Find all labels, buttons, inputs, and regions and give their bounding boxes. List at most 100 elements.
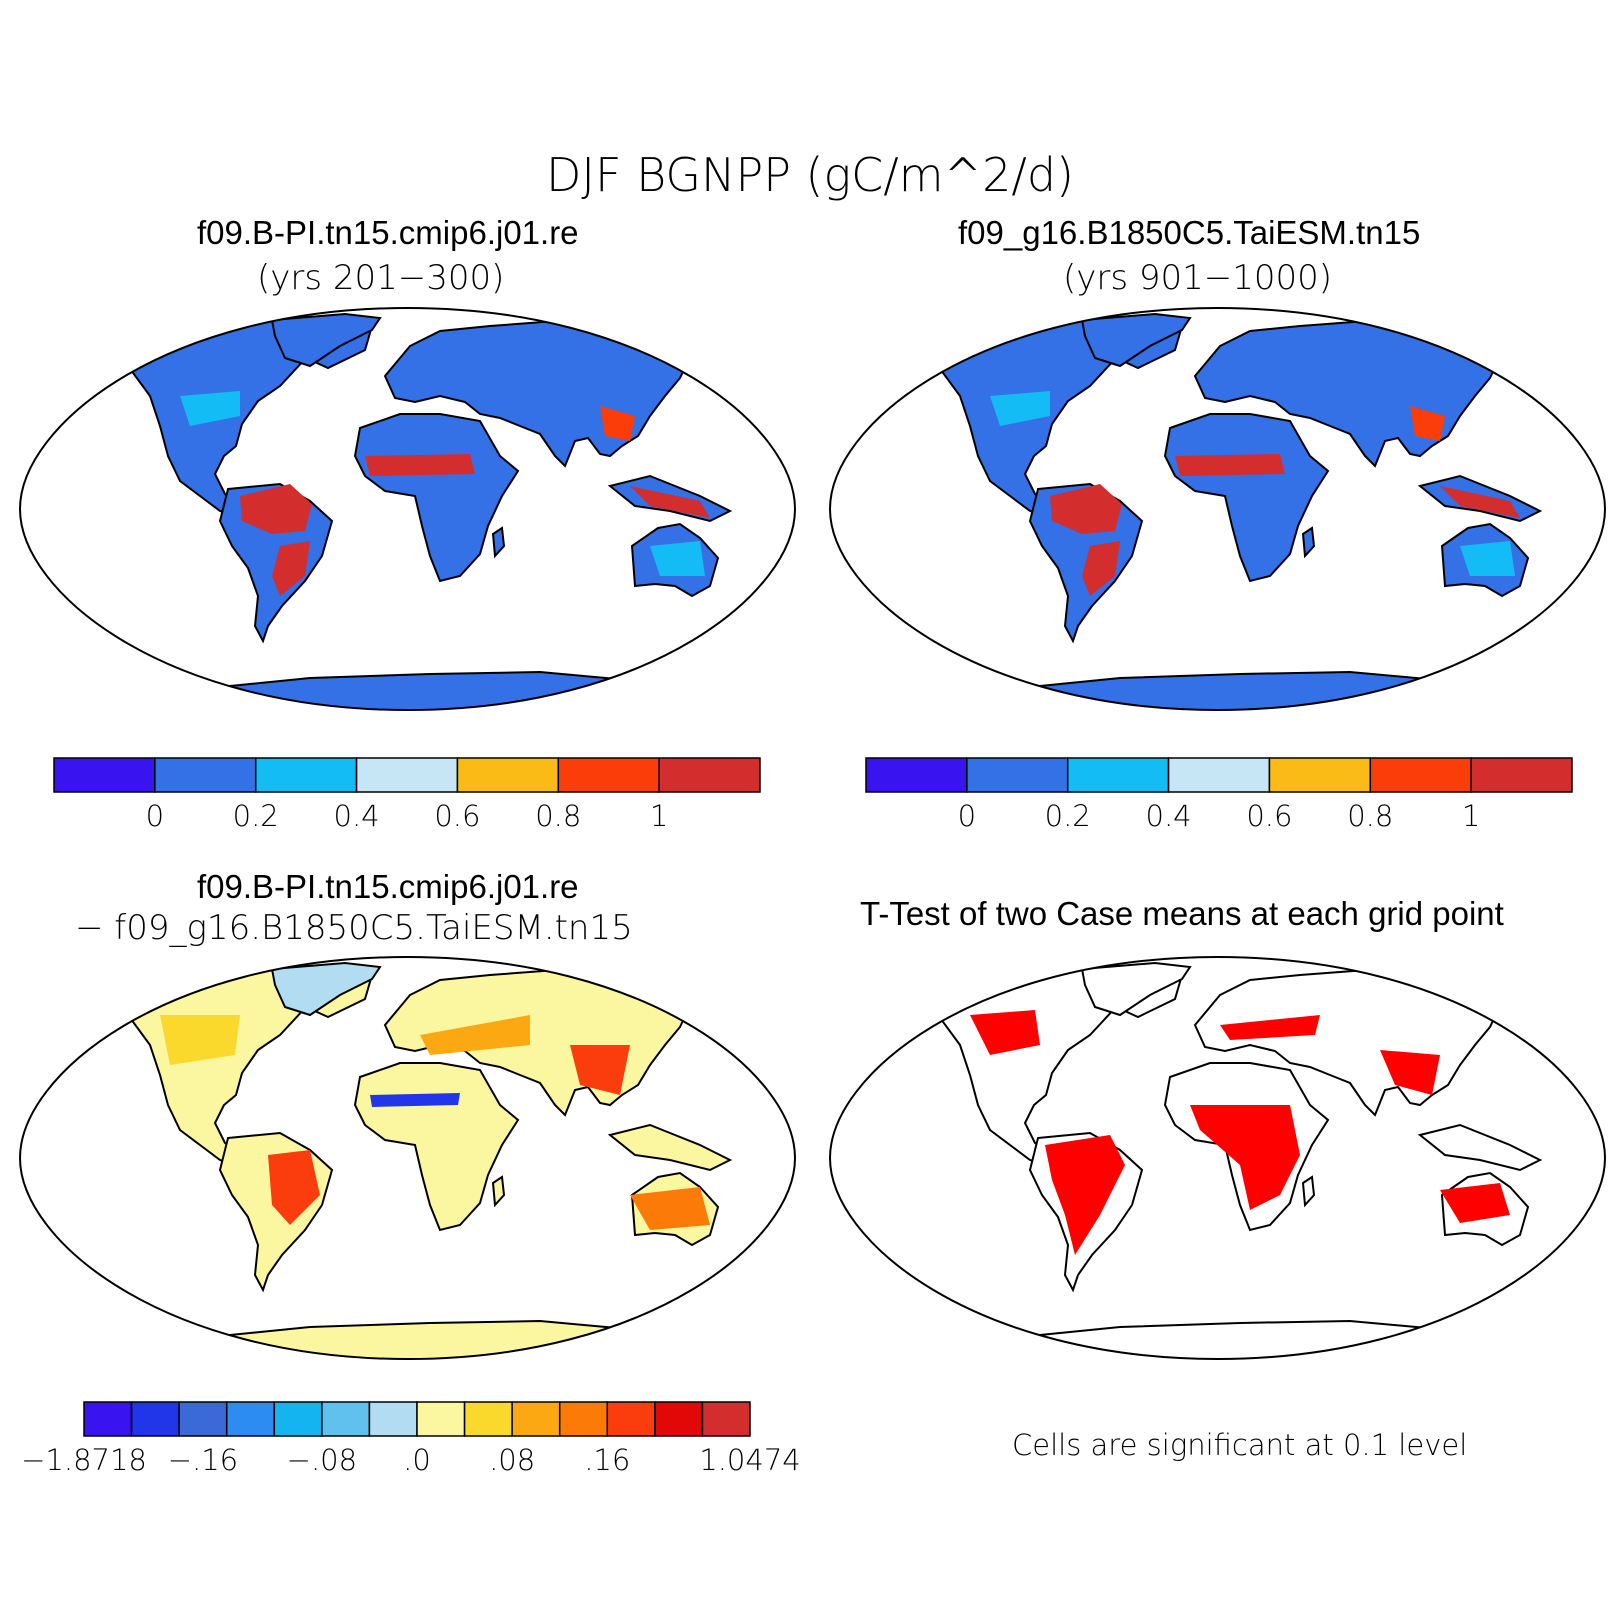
colorbar-box xyxy=(511,1401,561,1437)
colorbar-box xyxy=(355,757,459,793)
map-border xyxy=(828,955,1607,1361)
region-shade xyxy=(600,406,635,441)
colorbar-box xyxy=(1167,757,1271,793)
colorbar-panel-2: 0 0.2 0.4 0.6 0.8 1 xyxy=(865,757,1573,833)
colorbar-box xyxy=(1268,757,1372,793)
region-shade xyxy=(268,1150,320,1225)
region-shade xyxy=(570,1045,630,1095)
region-shade xyxy=(180,391,240,426)
colorbar-label: .16 xyxy=(584,1443,630,1477)
colorbar-label: 1 xyxy=(650,799,668,833)
panel-1-subtitle: (yrs 201−300) xyxy=(257,258,505,298)
colorbar-box xyxy=(225,1401,276,1437)
region-shade xyxy=(272,541,310,596)
map-border xyxy=(18,306,797,712)
region-shade xyxy=(1440,1183,1510,1223)
land-seasia xyxy=(1417,1123,1543,1172)
region-shade xyxy=(1175,454,1285,476)
significance-note: Cells are significant at 0.1 level xyxy=(1012,1428,1468,1462)
colorbar-box xyxy=(456,757,560,793)
colorbar-label: −1.8718 xyxy=(21,1443,147,1477)
region-shade xyxy=(990,391,1050,426)
figure-title: DJF BGNPP (gC/m^2/d) xyxy=(546,148,1074,202)
region-shade xyxy=(365,454,475,476)
colorbar-box xyxy=(273,1401,323,1437)
colorbar-box xyxy=(130,1401,180,1437)
colorbar-box xyxy=(463,1401,513,1437)
colorbar-label: −.08 xyxy=(287,1443,357,1477)
colorbar-box xyxy=(321,1401,371,1437)
colorbar-box xyxy=(1369,757,1472,793)
colorbar-box xyxy=(1066,757,1170,793)
colorbar-label: 0.8 xyxy=(1347,799,1393,833)
region-shade xyxy=(1045,1135,1125,1255)
region-shade xyxy=(1050,484,1122,534)
colorbar-label: 0.2 xyxy=(233,799,279,833)
map-border xyxy=(18,955,797,1361)
colorbar-box xyxy=(53,757,156,793)
colorbar-box xyxy=(1470,757,1573,793)
colorbar-label: 0.6 xyxy=(1246,799,1292,833)
panel-1-title: f09.B-PI.tn15.cmip6.j01.re xyxy=(197,214,579,251)
colorbar-box xyxy=(658,757,761,793)
land-greenland xyxy=(270,961,382,1017)
panel-3-title: f09.B-PI.tn15.cmip6.j01.re xyxy=(197,868,579,905)
land-seasia xyxy=(607,1123,733,1172)
colorbar-label: .0 xyxy=(403,1443,431,1477)
colorbar-label: 0.4 xyxy=(334,799,380,833)
region-shade xyxy=(420,1015,530,1055)
colorbar-box xyxy=(701,1401,751,1437)
colorbar-box xyxy=(368,1401,418,1437)
map-land-group xyxy=(915,312,1543,710)
land-madagascar xyxy=(1301,1175,1316,1208)
colorbar-box xyxy=(558,1401,609,1437)
colorbar-label: 0.2 xyxy=(1045,799,1091,833)
colorbar-box xyxy=(557,757,660,793)
land-greenland xyxy=(1080,312,1192,368)
region-shade xyxy=(370,1093,460,1107)
colorbar-panel-1: 0 0.2 0.4 0.6 0.8 1 xyxy=(53,757,761,833)
colorbar-panel-3: −1.8718 −.16 −.08 .0 .08 .16 1.0474 xyxy=(21,1401,800,1477)
land-madagascar xyxy=(1301,526,1316,559)
colorbar-label: 0.8 xyxy=(535,799,581,833)
region-shade xyxy=(1440,486,1520,518)
colorbar-box xyxy=(654,1401,704,1437)
land-madagascar xyxy=(491,526,506,559)
region-shade xyxy=(630,486,710,518)
land-madagascar xyxy=(491,1175,506,1208)
region-shade xyxy=(1460,541,1515,576)
region-shade xyxy=(630,1187,710,1230)
colorbar-box xyxy=(178,1401,228,1437)
region-shade xyxy=(970,1010,1040,1055)
colorbar-box xyxy=(966,757,1069,793)
map-panel-2 xyxy=(828,306,1607,712)
region-shade xyxy=(1220,1015,1320,1040)
colorbar-box xyxy=(865,757,968,793)
panel-4-title: T-Test of two Case means at each grid po… xyxy=(860,895,1504,932)
colorbar-label: −.16 xyxy=(168,1443,238,1477)
region-shade xyxy=(240,484,312,534)
region-shade xyxy=(1380,1050,1440,1095)
map-land-group xyxy=(915,961,1543,1359)
region-shade xyxy=(160,1015,240,1065)
map-panel-3 xyxy=(18,955,797,1361)
colorbar-box xyxy=(606,1401,656,1437)
colorbar-label: 1 xyxy=(1462,799,1480,833)
map-border xyxy=(828,306,1607,712)
region-shade xyxy=(1410,406,1445,441)
colorbar-label: 1.0474 xyxy=(699,1443,800,1477)
region-shade xyxy=(1082,541,1120,596)
colorbar-label: .08 xyxy=(489,1443,535,1477)
colorbar-label: 0.4 xyxy=(1146,799,1192,833)
colorbar-box xyxy=(416,1401,466,1437)
land-greenland xyxy=(1080,961,1192,1017)
colorbar-box xyxy=(83,1401,133,1437)
map-land-group xyxy=(105,312,733,710)
colorbar-label: 0 xyxy=(146,799,164,833)
panel-2-title: f09_g16.B1850C5.TaiESM.tn15 xyxy=(958,214,1421,251)
region-shade xyxy=(1190,1105,1300,1210)
region-shade xyxy=(650,541,705,576)
colorbar-label: 0.6 xyxy=(434,799,480,833)
colorbar-box xyxy=(154,757,257,793)
map-panel-1 xyxy=(18,306,797,712)
